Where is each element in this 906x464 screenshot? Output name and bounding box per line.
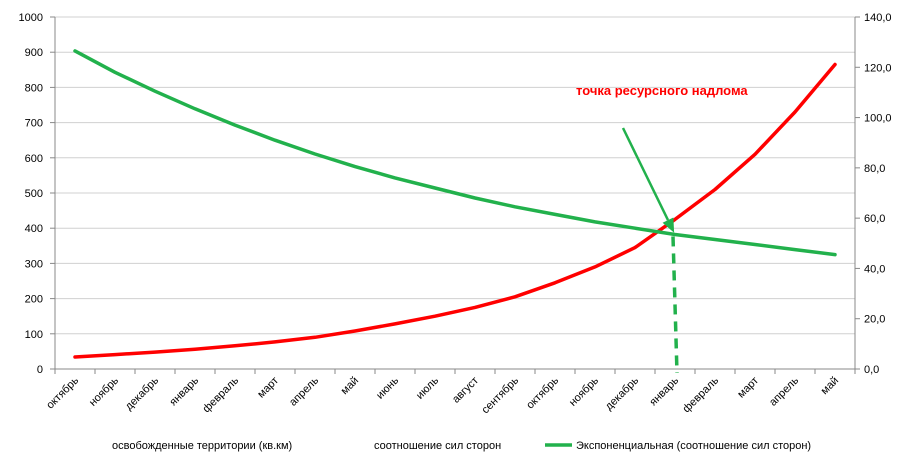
series-territories-line [73,62,837,359]
right-tick-label: 60,0 [864,213,885,225]
right-tick-label: 40,0 [864,263,885,275]
right-tick-label: 120,0 [864,62,892,74]
right-tick-label: 20,0 [864,314,885,326]
annotation-arrow [621,127,670,221]
left-tick-label: 700 [25,118,43,130]
annotation-text: точка ресурсного надлома [576,83,748,98]
left-tick-label: 600 [25,153,43,165]
right-tick-label: 100,0 [864,113,892,125]
legend-item-exponential: Экспоненциальная (соотношение сил сторон… [576,440,811,452]
left-tick-label: 200 [25,294,43,306]
legend-item-force-ratio: соотношение сил сторон [374,440,501,452]
left-tick-label: 800 [25,82,43,94]
left-tick-label: 1000 [19,12,43,24]
annotation-arrowhead [662,217,675,233]
left-tick-label: 500 [25,188,43,200]
right-tick-label: 80,0 [864,163,885,175]
right-axis-ticks: 0,0 20,0 40,0 60,0 80,0 100,0 120,0 140,0 [855,12,892,376]
right-tick-label: 0,0 [864,364,879,376]
annotation: точка ресурсного надлома [576,83,748,374]
legend-item-territories: освобожденные территории (кв.км) [112,440,292,452]
annotation-dropline [671,236,679,374]
left-tick-label: 900 [25,47,43,59]
right-tick-label: 140,0 [864,12,892,24]
left-tick-label: 300 [25,258,43,270]
left-tick-label: 100 [25,329,43,341]
left-tick-label: 0 [37,364,43,376]
legend: освобожденные территории (кв.км) соотнош… [112,440,811,452]
left-axis-ticks: 0 100 200 300 400 500 600 700 800 900 1000 [19,12,855,376]
series-exponential-trendline [73,49,837,257]
left-tick-label: 400 [25,223,43,235]
